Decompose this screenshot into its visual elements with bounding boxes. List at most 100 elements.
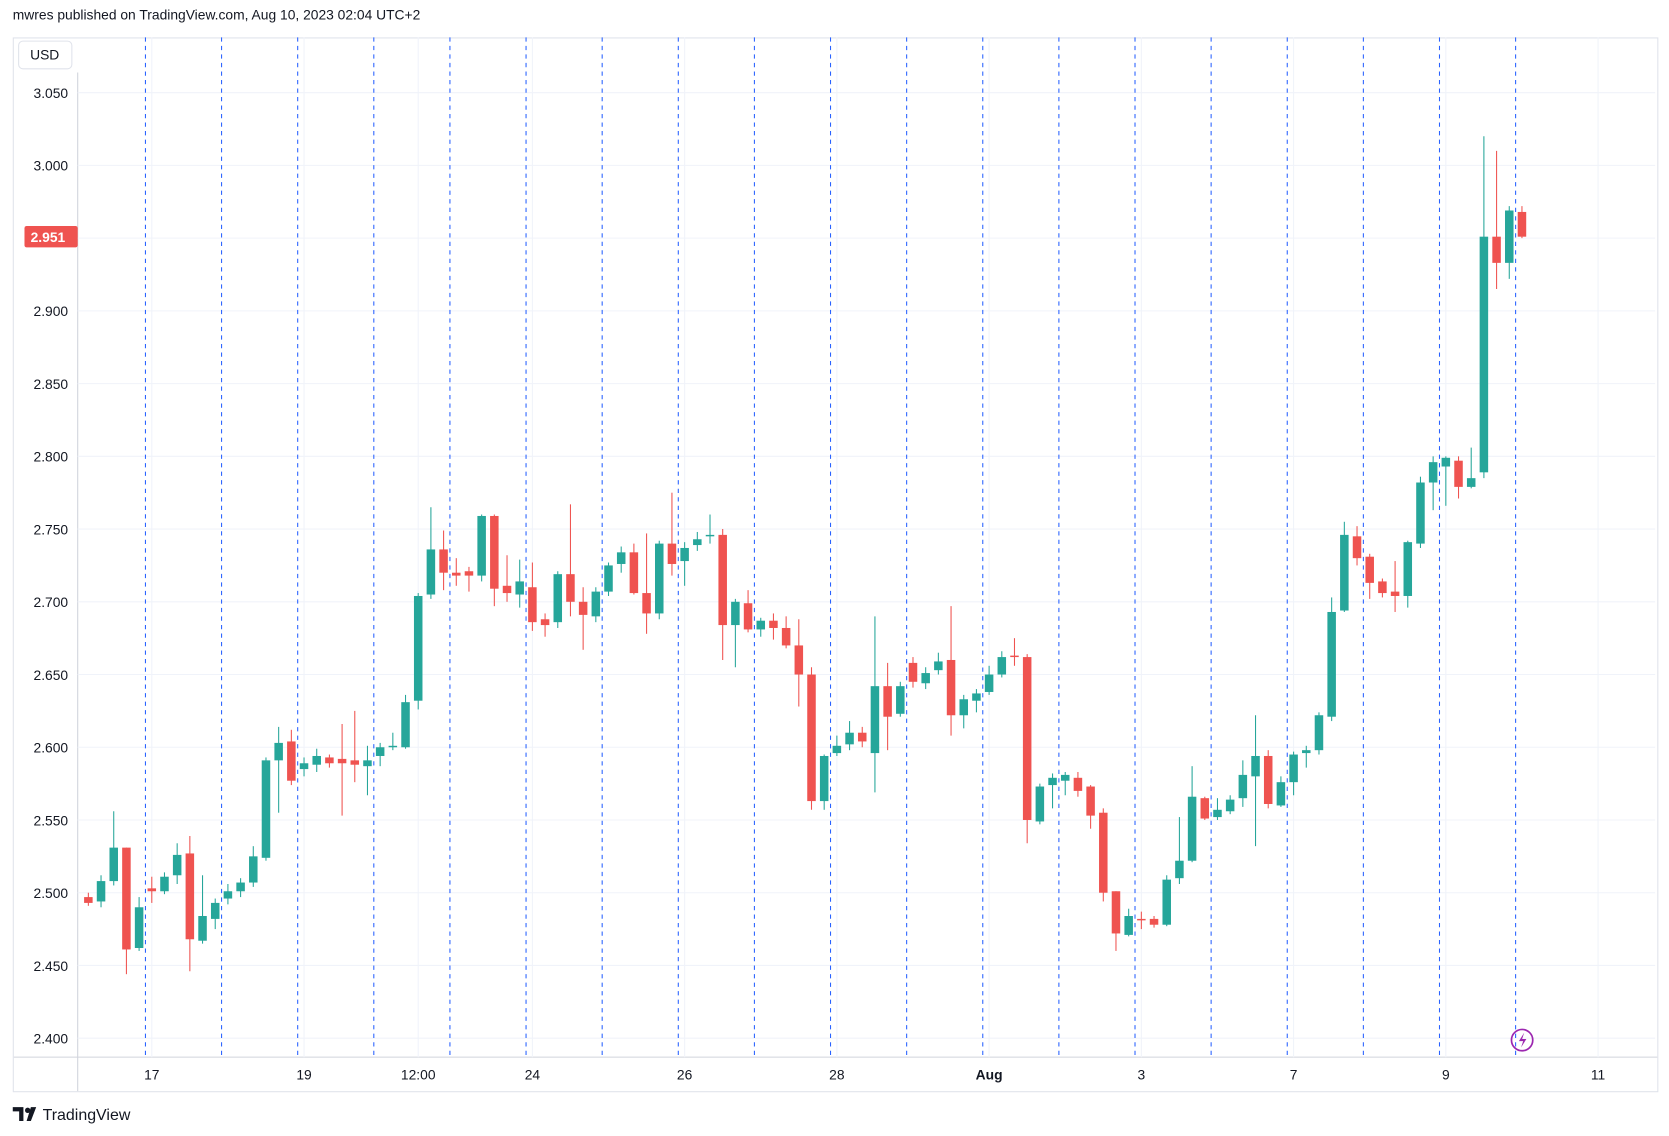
labels: 2.400 2.450 2.500 2.550 2.600 2.650 2.700 2.750… — [24, 85, 1606, 1082]
candle-body — [1035, 786, 1045, 822]
brand-name: TradingView — [43, 1107, 131, 1124]
candle-body — [1099, 812, 1108, 893]
candle-body — [1314, 715, 1324, 751]
candle-body — [1086, 786, 1095, 816]
candle-body — [1213, 809, 1222, 818]
alert-icon[interactable] — [1510, 1028, 1534, 1052]
candle-body — [870, 686, 880, 754]
candle-body — [363, 760, 372, 767]
candle-body — [642, 593, 651, 614]
brand-mark — [12, 1107, 37, 1121]
candle-body — [1060, 774, 1070, 781]
x-tick-label: 28 — [829, 1066, 845, 1082]
candle-body — [591, 591, 601, 617]
candle-body — [515, 581, 524, 595]
candle-body — [185, 853, 195, 940]
candle-body — [1022, 657, 1032, 820]
candle-body — [1340, 534, 1349, 611]
candle-body — [1352, 536, 1362, 559]
candle-body — [490, 515, 499, 589]
candle-body — [1416, 482, 1425, 544]
last-price-badge — [24, 226, 78, 248]
candle-body — [578, 601, 588, 615]
x-tick-label: 12:00 — [401, 1066, 436, 1082]
candle-body — [413, 595, 423, 701]
candle-body — [337, 758, 347, 764]
y-tick-label: 3.000 — [34, 158, 69, 174]
candle-body — [1175, 860, 1184, 879]
candle-body — [1365, 556, 1374, 583]
y-tick-label: 2.750 — [34, 521, 69, 537]
candle-body — [908, 662, 918, 682]
candle-body — [1073, 777, 1083, 791]
candle-body — [616, 552, 626, 564]
candle-body — [731, 601, 740, 626]
candle-body — [845, 732, 854, 745]
candle-body — [984, 674, 994, 692]
y-tick-label: 2.850 — [34, 376, 69, 392]
publish-info: mwres published on TradingView.com, Aug … — [13, 6, 421, 22]
candle-body — [299, 763, 309, 770]
candle-body — [401, 702, 410, 748]
y-tick-label: 2.550 — [34, 812, 69, 828]
candle-body — [1225, 799, 1235, 812]
candles — [84, 136, 1527, 975]
grid — [77, 37, 1656, 1058]
candle-body — [1441, 457, 1451, 467]
candle-body — [109, 847, 118, 882]
candle-body — [1466, 478, 1476, 487]
candle-body — [604, 565, 613, 592]
candle-body — [249, 856, 258, 883]
candle-body — [857, 732, 867, 742]
candle-body — [464, 571, 474, 576]
candle-body — [1327, 611, 1336, 717]
y-tick-label: 2.500 — [34, 885, 69, 901]
candle-body — [147, 888, 157, 892]
candle-body — [1251, 755, 1260, 777]
candle-body — [1048, 777, 1057, 786]
candle-body — [921, 673, 930, 684]
candle-body — [261, 760, 271, 858]
candle-body — [540, 619, 550, 626]
brand-logo: TradingView — [12, 1107, 131, 1124]
y-tick-label: 3.050 — [34, 85, 69, 101]
candle-body — [1111, 891, 1121, 934]
candle-body — [1505, 210, 1514, 263]
y-tick-label: 2.650 — [34, 667, 69, 683]
candle-body — [832, 745, 842, 754]
candle-body — [96, 881, 106, 902]
candle-body — [1454, 460, 1463, 487]
candle-body — [934, 661, 943, 671]
candle-body — [756, 620, 766, 630]
candle-body — [1492, 236, 1501, 263]
candle-body — [972, 693, 981, 701]
candle-body — [325, 757, 334, 764]
candle-body — [819, 755, 829, 802]
candle-body — [705, 534, 715, 537]
candle-body — [1390, 591, 1400, 596]
x-tick-label: 26 — [677, 1066, 693, 1082]
candle-body — [743, 603, 753, 630]
candle-body — [781, 627, 791, 646]
currency-label: USD — [30, 47, 59, 63]
chart-frame — [12, 37, 1659, 1093]
candle-body — [1302, 750, 1311, 754]
candle-body — [667, 543, 677, 564]
candle-body — [312, 755, 321, 765]
candle-body — [236, 882, 245, 892]
x-tick-label: 11 — [1591, 1066, 1606, 1082]
candle-body — [528, 587, 537, 623]
candle-body — [680, 547, 689, 562]
candle-body — [629, 552, 639, 594]
candle-body — [375, 747, 385, 756]
candle-body — [388, 745, 398, 748]
currency-button[interactable] — [18, 40, 73, 70]
alert-circle — [1510, 1028, 1534, 1052]
candle-body — [122, 847, 131, 950]
candle-body — [1238, 774, 1248, 799]
candle-body — [198, 915, 207, 941]
candle-body — [946, 659, 956, 716]
candle-body — [160, 876, 169, 892]
